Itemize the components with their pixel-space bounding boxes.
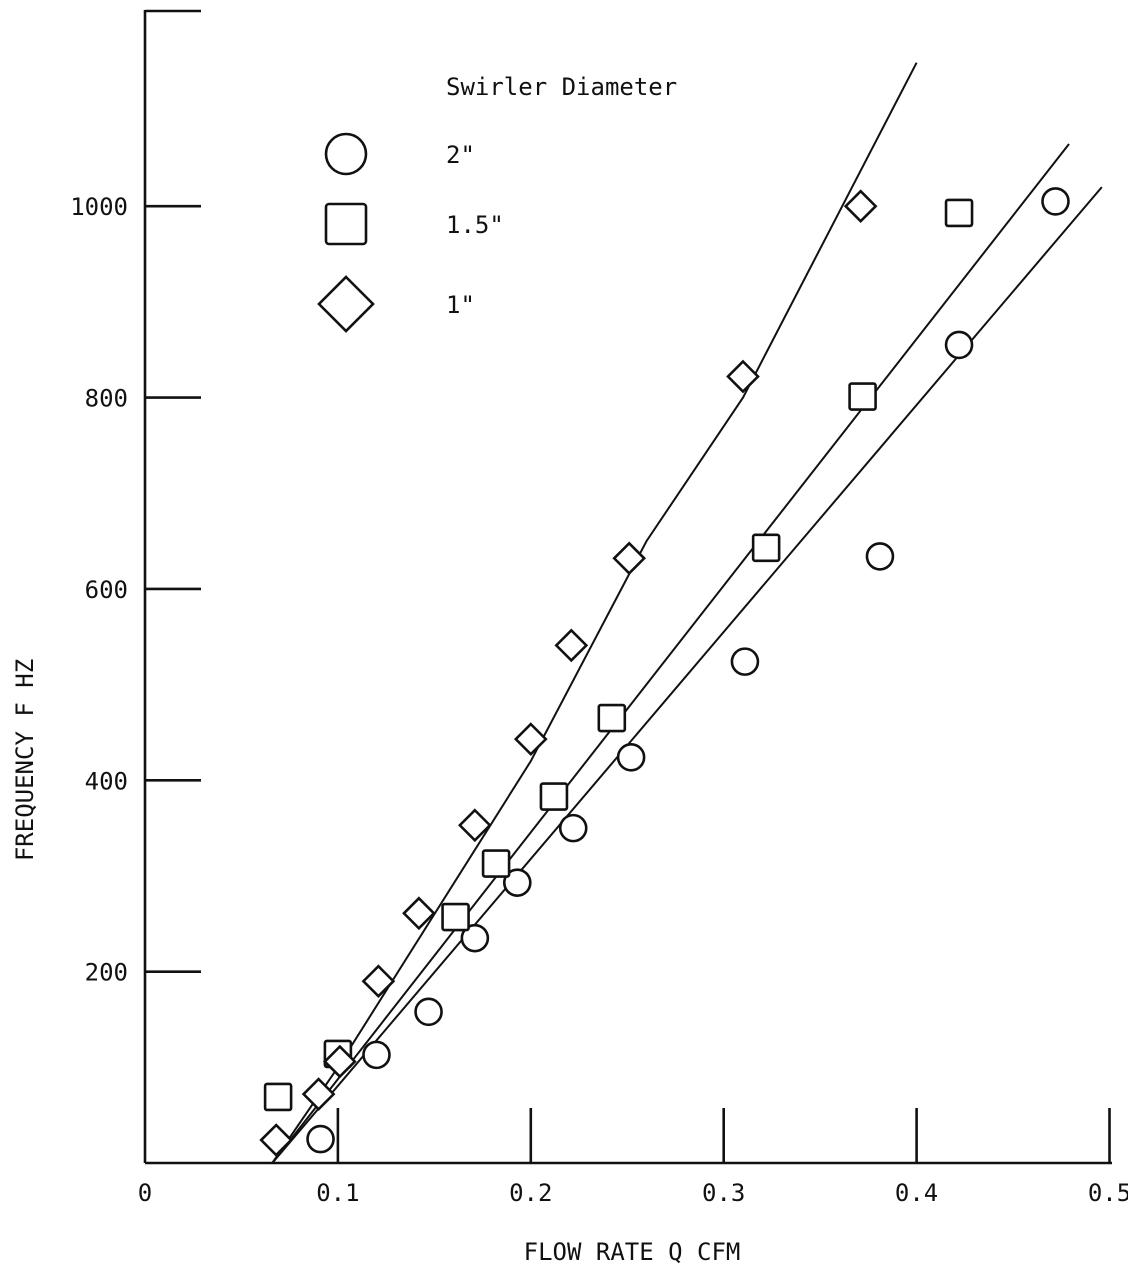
diamond-point-7 [554,628,589,663]
x-tick-label-4: 0.4 [895,1179,938,1207]
square-point-4 [539,782,569,811]
square-point-0 [263,1082,293,1112]
square-point-8 [944,198,974,228]
fit-line-circle [271,186,1103,1164]
diamond-point-5 [458,808,492,843]
legend-diamond-icon [317,275,375,333]
legend-circle-icon [324,132,368,176]
diamond-point-9 [726,359,760,394]
circle-point-2 [414,997,443,1027]
circle-point-7 [730,647,760,676]
diamond-point-8 [612,541,647,576]
diamond-point-0 [259,1123,294,1157]
x-ticks: 0 0.1 0.2 0.3 0.4 0.5 [138,1108,1128,1207]
axes [143,9,1112,1165]
circle-point-10 [1041,187,1070,216]
x-tick-label-2: 0.2 [509,1179,552,1207]
circle-point-4 [502,868,532,897]
y-tick-label-0: 200 [85,959,128,987]
circle-point-1 [362,1040,391,1070]
square-point-5 [597,703,627,733]
y-tick-label-2: 600 [85,576,128,604]
y-ticks: 200 400 600 800 1000 [70,193,201,987]
x-tick-label-5: 0.5 [1088,1179,1128,1207]
circle-point-6 [616,743,646,772]
circle-point-8 [865,542,895,571]
fit-lines [271,62,1103,1164]
legend: Swirler Diameter 2" 1.5" 1" [317,73,677,333]
legend-entries: 2" 1.5" 1" [317,132,504,333]
diamond-point-10 [843,189,878,224]
diamond-point-3 [361,964,396,999]
square-point-6 [751,533,781,563]
y-tick-label-1: 400 [85,767,128,795]
square-point-7 [848,382,877,411]
legend-label-circle: 2" [446,141,475,169]
x-tick-label-1: 0.1 [316,1179,359,1207]
square-point-2 [441,902,470,932]
y-axis-title: FREQUENCY F HZ [11,659,39,861]
data-markers [259,187,1070,1157]
square-point-3 [481,849,511,878]
legend-label-diamond: 1" [446,291,475,319]
x-tick-label-3: 0.3 [702,1179,745,1207]
circle-point-0 [306,1124,335,1154]
y-tick-label-3: 800 [85,385,128,413]
legend-label-square: 1.5" [446,211,504,239]
legend-title: Swirler Diameter [446,73,677,101]
diamond-point-4 [402,896,436,931]
x-axis-title: FLOW RATE Q CFM [524,1238,741,1266]
diamond-point-1 [301,1077,336,1111]
fit-line-diamond [271,62,918,1164]
legend-square-icon [324,202,368,246]
circle-point-5 [558,813,588,843]
y-tick-label-4: 1000 [70,193,128,221]
x-tick-label-0: 0 [138,1179,152,1207]
diamond-point-6 [513,722,548,756]
fit-line-square [271,143,1070,1164]
circle-point-9 [944,330,974,360]
circle-point-3 [460,923,490,953]
diamond-point-2 [322,1044,357,1079]
